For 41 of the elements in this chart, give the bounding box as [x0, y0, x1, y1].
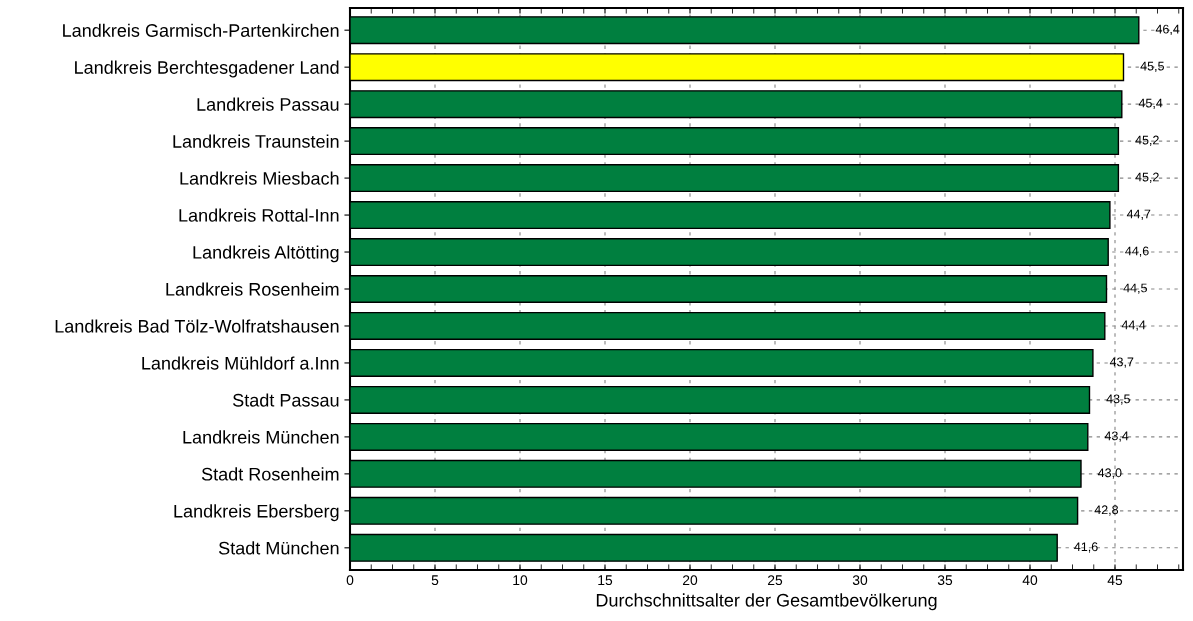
x-tick-label: 35	[937, 575, 953, 586]
data-label: 45,4	[1138, 98, 1163, 109]
y-tick-label: Landkreis Altötting	[193, 245, 339, 263]
data-label: 43,0	[1097, 468, 1122, 479]
x-axis-title: Durchschnittsalter der Gesamtbevölkerung	[596, 593, 937, 611]
x-tick-label: 40	[1022, 575, 1038, 586]
data-label: 45,2	[1135, 135, 1159, 146]
y-tick-label: Stadt Rosenheim	[201, 467, 339, 481]
x-tick-label: 0	[346, 575, 354, 586]
y-tick-label: Landkreis Ebersberg	[174, 504, 339, 522]
x-tick-label: 25	[767, 575, 783, 586]
data-label: 44,6	[1125, 246, 1149, 257]
data-label: 44,5	[1123, 283, 1147, 294]
y-tick-label: Landkreis Garmisch-Partenkirchen	[63, 23, 339, 37]
y-tick-label: Landkreis Bad Tölz-Wolfratshausen	[55, 319, 339, 333]
x-tick-label: 20	[682, 575, 698, 586]
y-tick-label: Landkreis Mühldorf a.Inn	[142, 356, 339, 370]
y-tick-label: Stadt Passau	[233, 393, 339, 407]
y-tick-label: Landkreis Miesbach	[180, 171, 339, 185]
data-label: 43,5	[1106, 394, 1130, 405]
data-label: 42,8	[1094, 505, 1119, 516]
data-label: 45,5	[1140, 61, 1164, 72]
y-tick-label: Landkreis München	[183, 430, 339, 444]
x-tick-label: 5	[431, 575, 439, 586]
x-tick-label: 45	[1107, 575, 1123, 586]
y-tick-label: Landkreis Rosenheim	[166, 282, 339, 296]
data-label: 45,2	[1135, 172, 1159, 183]
x-tick-label: 30	[852, 575, 868, 586]
y-tick-label: Landkreis Berchtesgadener Land	[75, 60, 339, 78]
data-label: 43,7	[1109, 357, 1134, 368]
x-tick-label: 10	[513, 575, 528, 586]
data-label: 44,7	[1126, 209, 1151, 220]
x-tick-label: 15	[598, 575, 613, 586]
y-tick-label: Landkreis Passau	[197, 97, 339, 111]
y-tick-label: Landkreis Traunstein	[173, 134, 339, 148]
data-label: 43,4	[1104, 431, 1129, 442]
y-tick-label: Stadt München	[218, 541, 339, 555]
y-tick-label: Landkreis Rottal-Inn	[179, 208, 339, 222]
data-label: 46,4	[1155, 24, 1180, 36]
data-label: 44,4	[1121, 320, 1146, 331]
data-label: 41,6	[1074, 542, 1098, 553]
